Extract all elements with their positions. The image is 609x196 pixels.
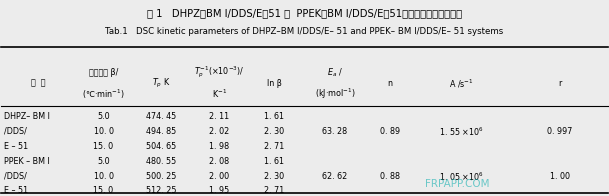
Text: DHPZ– BM I: DHPZ– BM I: [4, 112, 49, 121]
Text: 2. 08: 2. 08: [209, 157, 230, 166]
Text: $T_p^{-1}$(×10$^{-3}$)/: $T_p^{-1}$(×10$^{-3}$)/: [194, 65, 244, 80]
Text: 2. 30: 2. 30: [264, 172, 284, 181]
Text: 1. 00: 1. 00: [550, 172, 569, 181]
Text: /DDS/: /DDS/: [4, 127, 27, 136]
Text: 504. 65: 504. 65: [146, 142, 177, 151]
Text: 15. 0: 15. 0: [93, 186, 114, 195]
Text: 1. 05 ×10$^{6}$: 1. 05 ×10$^{6}$: [439, 170, 484, 183]
Text: 474. 45: 474. 45: [146, 112, 177, 121]
Text: K$^{-1}$: K$^{-1}$: [212, 88, 227, 100]
Text: 1. 95: 1. 95: [209, 186, 230, 195]
Text: 494. 85: 494. 85: [146, 127, 177, 136]
Text: 2. 11: 2. 11: [209, 112, 230, 121]
Text: $E_a$ /: $E_a$ /: [327, 66, 343, 79]
Text: 2. 00: 2. 00: [209, 172, 230, 181]
Text: 0. 88: 0. 88: [380, 172, 400, 181]
Text: Tab.1   DSC kinetic parameters of DHPZ–BM I/DDS/E– 51 and PPEK– BM I/DDS/E– 51 s: Tab.1 DSC kinetic parameters of DHPZ–BM …: [105, 27, 504, 36]
Text: 1. 61: 1. 61: [264, 112, 284, 121]
Text: PPEK – BM I: PPEK – BM I: [4, 157, 49, 166]
Text: 10. 0: 10. 0: [94, 127, 113, 136]
Text: 0. 89: 0. 89: [379, 127, 400, 136]
Text: 62. 62: 62. 62: [322, 172, 348, 181]
Text: 480. 55: 480. 55: [146, 157, 177, 166]
Text: /DDS/: /DDS/: [4, 172, 27, 181]
Text: ln β: ln β: [267, 79, 281, 88]
Text: 512. 25: 512. 25: [146, 186, 177, 195]
Text: 2. 02: 2. 02: [209, 127, 230, 136]
Text: FRPAPP.COM: FRPAPP.COM: [424, 179, 489, 189]
Text: 体  系: 体 系: [32, 79, 46, 88]
Text: 2. 71: 2. 71: [264, 142, 284, 151]
Text: 5.0: 5.0: [97, 157, 110, 166]
Text: 15. 0: 15. 0: [93, 142, 114, 151]
Text: (kJ·mol$^{-1}$): (kJ·mol$^{-1}$): [315, 87, 355, 101]
Text: 63. 28: 63. 28: [322, 127, 348, 136]
Text: 表 1   DHPZ－BM I/DDS/E－51 和  PPEK－BM I/DDS/E－51体系的固化动力学参数: 表 1 DHPZ－BM I/DDS/E－51 和 PPEK－BM I/DDS/E…: [147, 8, 462, 18]
Text: 0. 997: 0. 997: [547, 127, 572, 136]
Text: E – 51: E – 51: [4, 186, 28, 195]
Text: A /s$^{-1}$: A /s$^{-1}$: [449, 77, 474, 90]
Text: (℃·min$^{-1}$): (℃·min$^{-1}$): [82, 87, 125, 101]
Text: 10. 0: 10. 0: [94, 172, 113, 181]
Text: 2. 71: 2. 71: [264, 186, 284, 195]
Text: 升温速率 β/: 升温速率 β/: [89, 68, 118, 77]
Text: 2. 30: 2. 30: [264, 127, 284, 136]
Text: E – 51: E – 51: [4, 142, 28, 151]
Text: 1. 61: 1. 61: [264, 157, 284, 166]
Text: 5.0: 5.0: [97, 112, 110, 121]
Text: r: r: [558, 79, 561, 88]
Text: 500. 25: 500. 25: [146, 172, 177, 181]
Text: 1. 55 ×10$^{6}$: 1. 55 ×10$^{6}$: [439, 125, 484, 138]
Text: n: n: [387, 79, 392, 88]
Text: $T_p$ K: $T_p$ K: [152, 77, 171, 90]
Text: 1. 98: 1. 98: [209, 142, 230, 151]
